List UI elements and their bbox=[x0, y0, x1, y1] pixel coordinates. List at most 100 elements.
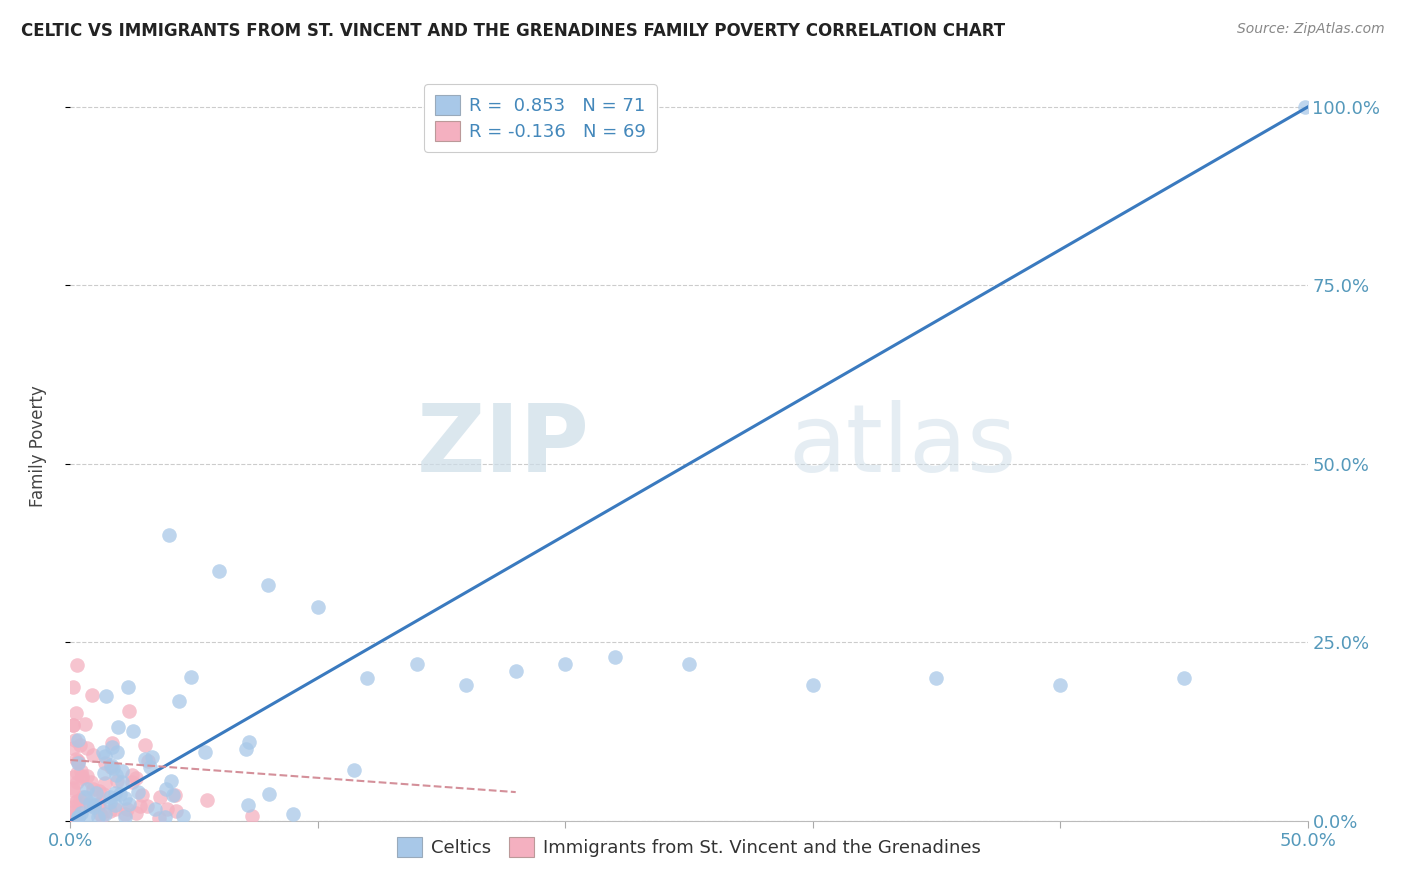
Point bbox=[67, 755, 90, 769]
Point bbox=[65, 795, 87, 809]
Point bbox=[157, 528, 180, 542]
Point bbox=[118, 797, 141, 811]
Point bbox=[66, 810, 89, 824]
Point bbox=[801, 678, 824, 692]
Point bbox=[98, 795, 121, 809]
Point bbox=[456, 678, 478, 692]
Point bbox=[134, 752, 156, 766]
Point bbox=[62, 805, 84, 819]
Point bbox=[94, 749, 117, 764]
Point bbox=[307, 599, 329, 614]
Point bbox=[148, 811, 170, 825]
Point bbox=[101, 761, 124, 775]
Point bbox=[62, 782, 84, 797]
Point bbox=[66, 756, 89, 770]
Point bbox=[69, 793, 91, 807]
Point bbox=[107, 720, 129, 734]
Point bbox=[62, 741, 84, 756]
Point bbox=[62, 809, 84, 823]
Point bbox=[107, 774, 129, 789]
Point bbox=[62, 681, 84, 695]
Point bbox=[238, 735, 260, 749]
Point bbox=[66, 732, 89, 747]
Point bbox=[405, 657, 427, 671]
Point bbox=[62, 812, 84, 826]
Point bbox=[76, 782, 98, 797]
Point bbox=[149, 790, 172, 805]
Point bbox=[66, 794, 89, 808]
Point bbox=[83, 799, 105, 814]
Point bbox=[77, 807, 100, 822]
Point bbox=[98, 804, 121, 818]
Point bbox=[89, 797, 111, 812]
Point bbox=[66, 810, 89, 824]
Point bbox=[70, 769, 93, 783]
Point bbox=[1294, 100, 1316, 114]
Point bbox=[104, 797, 127, 812]
Point bbox=[114, 806, 136, 821]
Point bbox=[66, 658, 89, 673]
Point bbox=[84, 786, 107, 800]
Point bbox=[925, 671, 948, 685]
Point bbox=[356, 671, 378, 685]
Point bbox=[87, 784, 110, 798]
Point bbox=[143, 802, 166, 816]
Point bbox=[89, 806, 111, 821]
Point bbox=[83, 797, 105, 812]
Point bbox=[194, 745, 217, 759]
Point bbox=[134, 739, 156, 753]
Point bbox=[91, 746, 114, 760]
Point bbox=[94, 756, 117, 771]
Point bbox=[82, 747, 104, 762]
Point bbox=[678, 657, 700, 671]
Point bbox=[505, 664, 527, 678]
Point bbox=[197, 793, 219, 807]
Point bbox=[153, 810, 176, 824]
Point bbox=[167, 694, 190, 708]
Point bbox=[94, 690, 117, 704]
Point bbox=[111, 764, 134, 779]
Point bbox=[235, 742, 257, 756]
Legend: Celtics, Immigrants from St. Vincent and the Grenadines: Celtics, Immigrants from St. Vincent and… bbox=[389, 830, 988, 864]
Point bbox=[1049, 678, 1071, 692]
Point bbox=[155, 781, 177, 796]
Point bbox=[104, 786, 127, 800]
Text: Source: ZipAtlas.com: Source: ZipAtlas.com bbox=[1237, 22, 1385, 37]
Point bbox=[281, 807, 304, 822]
Point bbox=[125, 806, 148, 821]
Point bbox=[72, 789, 94, 804]
Point bbox=[139, 759, 162, 773]
Point bbox=[100, 736, 122, 750]
Point bbox=[180, 670, 202, 684]
Point bbox=[240, 809, 263, 823]
Point bbox=[76, 740, 98, 755]
Point bbox=[603, 649, 626, 664]
Point bbox=[257, 787, 280, 801]
Point bbox=[100, 739, 122, 754]
Point bbox=[69, 738, 91, 752]
Point bbox=[257, 578, 280, 592]
Point bbox=[66, 765, 89, 780]
Point bbox=[87, 810, 110, 824]
Point bbox=[66, 754, 89, 768]
Point bbox=[162, 788, 184, 802]
Point bbox=[100, 757, 122, 772]
Point bbox=[62, 718, 84, 732]
Point bbox=[122, 724, 145, 739]
Point bbox=[238, 798, 260, 813]
Point bbox=[165, 789, 187, 803]
Point bbox=[93, 765, 115, 780]
Point bbox=[1173, 671, 1195, 685]
Point bbox=[159, 774, 181, 789]
Point bbox=[62, 799, 84, 814]
Point bbox=[141, 749, 163, 764]
Point bbox=[79, 797, 101, 812]
Point bbox=[75, 717, 97, 731]
Point bbox=[65, 706, 87, 721]
Point bbox=[93, 787, 115, 801]
Point bbox=[172, 809, 194, 823]
Y-axis label: Family Poverty: Family Poverty bbox=[28, 385, 46, 507]
Point bbox=[131, 788, 153, 802]
Point bbox=[70, 805, 93, 820]
Point bbox=[127, 785, 149, 799]
